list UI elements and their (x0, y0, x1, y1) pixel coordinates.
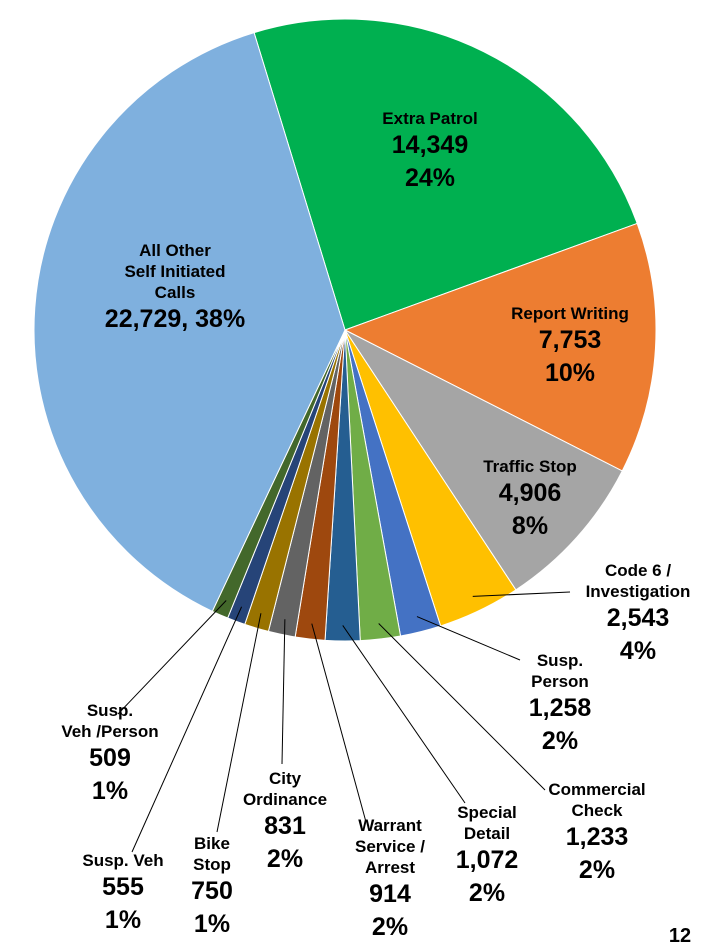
value-label: 4,906 (499, 479, 562, 507)
slice-label: Traffic Stop (483, 457, 577, 476)
percent-label: 2% (372, 913, 408, 941)
slice-label-line: Service / (355, 837, 425, 856)
percent-label: 2% (267, 845, 303, 873)
slice-label-line: Veh /Person (61, 722, 158, 741)
percent-label: 10% (545, 359, 595, 387)
slice-label-line: City (269, 769, 302, 788)
value-label: 831 (264, 812, 306, 840)
percent-label: 1% (194, 910, 230, 938)
slice-label: Extra Patrol (382, 109, 477, 128)
percent-label: 4% (620, 637, 656, 665)
value-label: 7,753 (539, 326, 602, 354)
slice-label-line: Code 6 / (605, 561, 671, 580)
page-number: 12 (669, 925, 691, 947)
slice-label-line: Self Initiated (124, 262, 225, 281)
slice-label-line: Arrest (365, 858, 415, 877)
slice-label-line: Extra Patrol (382, 109, 477, 128)
value-label: 750 (191, 877, 233, 905)
slice-label-line: Stop (193, 855, 231, 874)
leader-line (131, 606, 243, 853)
value-label: 914 (369, 880, 411, 908)
value-label: 1,258 (529, 694, 592, 722)
leader-line (416, 616, 521, 661)
leader-line (472, 591, 571, 597)
leader-line (378, 623, 546, 791)
value-label: 1,233 (566, 823, 629, 851)
value-label: 509 (89, 744, 131, 772)
slice-label-line: Bike (194, 834, 230, 853)
slice-label: Report Writing (511, 304, 629, 323)
slice-label-line: Susp. (537, 651, 583, 670)
slice-label-line: Special (457, 803, 517, 822)
slice-label: Susp. Person (531, 651, 589, 691)
slice-label-line: All Other (139, 241, 211, 260)
value-label: 2,543 (607, 604, 670, 632)
slice-label-line: Warrant (358, 816, 422, 835)
pie-slice (343, 328, 623, 591)
percent-label: 8% (512, 512, 548, 540)
slice-label-line: Person (531, 672, 589, 691)
slice-label-line: Susp. (87, 701, 133, 720)
value-label: 14,349 (392, 131, 468, 159)
slice-label: Special Detail (457, 803, 517, 843)
slice-label-line: Report Writing (511, 304, 629, 323)
slice-label: Warrant Service / Arrest (355, 816, 425, 877)
pie-slice (343, 222, 657, 472)
pie-slice (253, 18, 638, 331)
value-label: 555 (102, 873, 144, 901)
slice-label-line: Detail (464, 824, 510, 843)
leader-line (342, 625, 466, 804)
slice-label: Susp. Veh (82, 851, 163, 870)
percent-label: 2% (469, 879, 505, 907)
percent-label: 24% (405, 164, 455, 192)
leader-line (216, 613, 262, 833)
slice-label: Commercial Check (548, 780, 645, 820)
leader-line (117, 600, 227, 715)
slice-label-line: Calls (155, 283, 196, 302)
slice-label-line: Susp. Veh (82, 851, 163, 870)
percent-label: 2% (542, 727, 578, 755)
slice-label-line: Commercial (548, 780, 645, 799)
slice-label: City Ordinance (243, 769, 327, 809)
slice-label-line: Investigation (586, 582, 691, 601)
slice-label-line: Traffic Stop (483, 457, 577, 476)
slice-label: Susp. Veh /Person (61, 701, 158, 741)
leader-line (281, 619, 286, 765)
pie-slice (33, 31, 346, 612)
leader-line (311, 623, 367, 823)
percent-label: 2% (579, 856, 615, 884)
slice-label: All Other Self Initiated Calls (124, 241, 225, 302)
slice-label: Code 6 / Investigation (586, 561, 691, 601)
percent-label: 1% (105, 906, 141, 934)
value-label: 22,729, 38% (105, 305, 245, 333)
value-label: 1,072 (456, 846, 519, 874)
slice-label-line: Ordinance (243, 790, 327, 809)
slice-label-line: Check (571, 801, 623, 820)
slice-label: Bike Stop (193, 834, 231, 874)
percent-label: 1% (92, 777, 128, 805)
